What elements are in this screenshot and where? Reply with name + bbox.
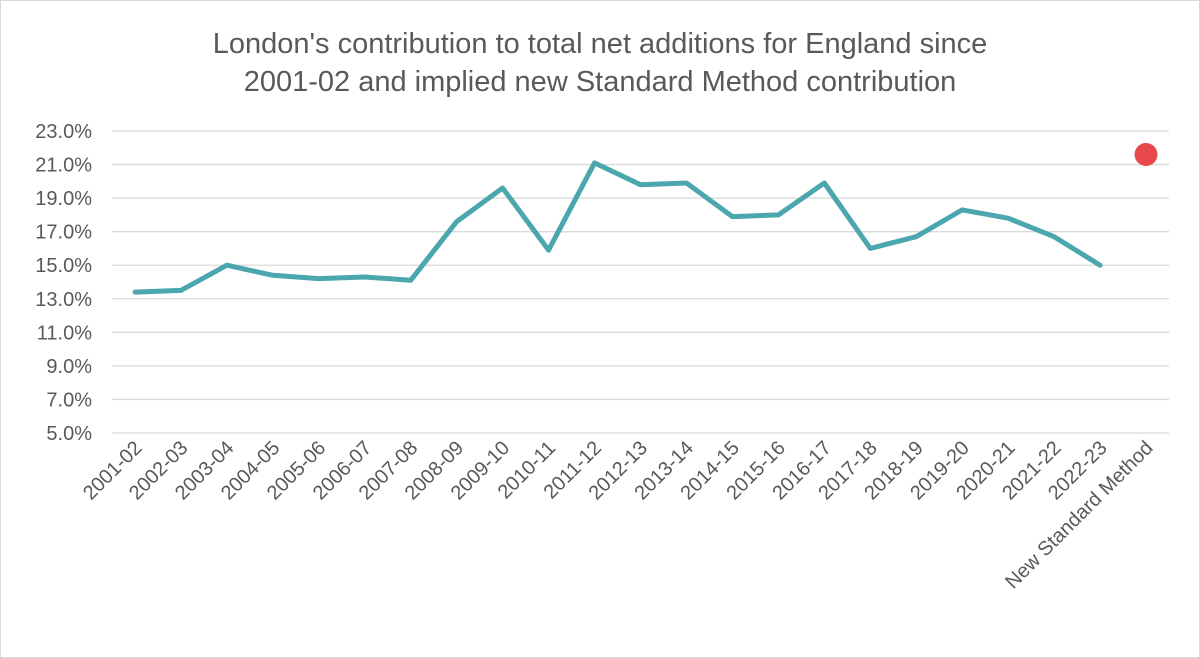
y-tick-label: 21.0% bbox=[35, 155, 92, 177]
data-point-marker bbox=[1134, 142, 1158, 166]
y-tick-label: 19.0% bbox=[35, 188, 92, 210]
chart-title: London's contribution to total net addit… bbox=[1, 25, 1199, 101]
y-tick-label: 9.0% bbox=[46, 356, 92, 378]
y-tick-label: 15.0% bbox=[35, 255, 92, 277]
y-tick-label: 13.0% bbox=[35, 289, 92, 311]
chart-title-line-2: 2001-02 and implied new Standard Method … bbox=[243, 66, 957, 98]
y-tick-label: 7.0% bbox=[46, 389, 92, 411]
y-tick-label: 23.0% bbox=[35, 121, 92, 143]
y-tick-label: 5.0% bbox=[46, 423, 92, 445]
y-tick-label: 11.0% bbox=[37, 322, 92, 344]
chart-title-line-1: London's contribution to total net addit… bbox=[212, 28, 988, 60]
series-line bbox=[132, 160, 1103, 295]
y-tick-label: 17.0% bbox=[35, 222, 92, 244]
